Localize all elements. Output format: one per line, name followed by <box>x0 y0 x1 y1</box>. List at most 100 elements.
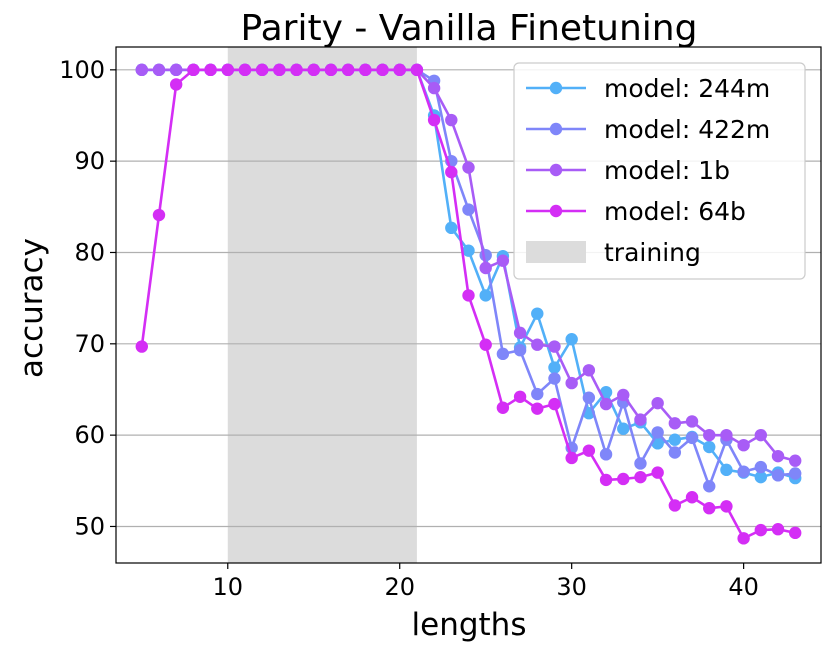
x-axis-label: lengths <box>412 607 527 643</box>
data-point <box>582 391 596 404</box>
data-point <box>548 372 561 385</box>
data-point <box>531 402 544 415</box>
y-tick-label: 100 <box>59 56 105 84</box>
data-point <box>685 431 699 445</box>
data-point <box>668 446 682 459</box>
legend-box <box>513 62 806 280</box>
data-point <box>582 364 596 377</box>
y-tick-label: 80 <box>74 238 105 266</box>
data-point <box>754 523 768 537</box>
data-point <box>703 480 716 493</box>
data-point <box>376 63 389 77</box>
data-point <box>565 333 578 346</box>
legend-label-training: training <box>604 238 701 267</box>
data-point <box>169 78 183 91</box>
data-point <box>703 502 716 515</box>
data-point <box>427 81 441 95</box>
data-point <box>771 449 785 463</box>
data-point <box>496 401 510 414</box>
x-tick-label: 40 <box>728 573 759 601</box>
data-point <box>565 451 578 465</box>
data-point <box>754 428 768 442</box>
legend-label-3: model: 64b <box>604 197 746 226</box>
data-point <box>668 433 682 446</box>
data-point <box>445 165 458 179</box>
x-tick-label: 30 <box>556 573 587 601</box>
data-point <box>513 344 527 357</box>
legend-swatch-training <box>526 241 586 263</box>
data-point <box>565 376 578 390</box>
data-point <box>445 113 458 127</box>
data-point <box>548 397 561 411</box>
data-point <box>634 457 647 470</box>
data-point <box>737 465 750 478</box>
data-point <box>617 388 630 402</box>
legend-label-0: model: 244m <box>604 74 770 103</box>
y-tick-label: 70 <box>74 330 105 358</box>
data-point <box>685 415 699 428</box>
y-tick-label: 60 <box>74 421 105 449</box>
data-point <box>737 532 750 545</box>
data-point <box>703 440 716 454</box>
plot-area: 10 20 30 40 50 60 70 80 90 100 <box>59 46 822 601</box>
data-point <box>651 466 664 479</box>
data-point <box>599 473 613 487</box>
data-point <box>152 63 166 77</box>
data-point <box>152 208 166 222</box>
data-point <box>720 500 733 513</box>
data-point <box>307 63 320 77</box>
data-point <box>771 523 785 536</box>
y-tick-label: 50 <box>74 512 105 540</box>
data-point <box>479 261 492 275</box>
data-point <box>668 417 682 430</box>
data-point <box>204 63 217 77</box>
axes-frame <box>115 46 822 564</box>
legend-label-2: model: 1b <box>604 156 730 185</box>
data-point <box>169 63 183 77</box>
data-point <box>427 113 441 127</box>
data-point <box>651 396 664 410</box>
data-point <box>513 326 527 340</box>
legend-marker-3 <box>549 204 563 218</box>
data-point <box>462 161 475 174</box>
data-point <box>135 63 148 77</box>
data-point <box>737 438 750 452</box>
legend: model: 244m model: 422m model: 1b model: 64… <box>513 62 806 280</box>
data-point <box>359 63 372 77</box>
data-point <box>479 249 492 262</box>
data-point <box>651 426 664 439</box>
data-point <box>462 244 475 257</box>
data-point <box>789 467 802 480</box>
data-point <box>720 428 733 442</box>
data-point <box>187 63 200 77</box>
x-tick-label: 10 <box>212 573 243 601</box>
data-point <box>789 526 802 540</box>
data-point <box>445 221 458 235</box>
data-point <box>496 254 510 267</box>
data-point <box>531 338 544 351</box>
legend-label-1: model: 422m <box>604 115 770 144</box>
data-point <box>393 63 406 77</box>
data-point <box>754 460 768 474</box>
data-point <box>462 203 475 216</box>
data-point <box>496 347 510 361</box>
data-point <box>513 390 527 403</box>
data-point <box>617 422 630 435</box>
data-point <box>548 361 561 374</box>
data-point <box>617 472 630 486</box>
data-point <box>273 63 286 77</box>
data-point <box>531 307 544 320</box>
data-point <box>599 397 613 411</box>
data-point <box>789 454 802 467</box>
data-point <box>479 338 492 351</box>
data-point <box>479 289 492 302</box>
data-point <box>754 470 768 484</box>
legend-marker-1 <box>549 122 563 136</box>
data-point <box>238 63 252 77</box>
data-point <box>341 63 355 77</box>
data-point <box>410 63 424 77</box>
data-point <box>771 469 785 482</box>
data-point <box>703 428 716 442</box>
data-point <box>135 340 148 353</box>
